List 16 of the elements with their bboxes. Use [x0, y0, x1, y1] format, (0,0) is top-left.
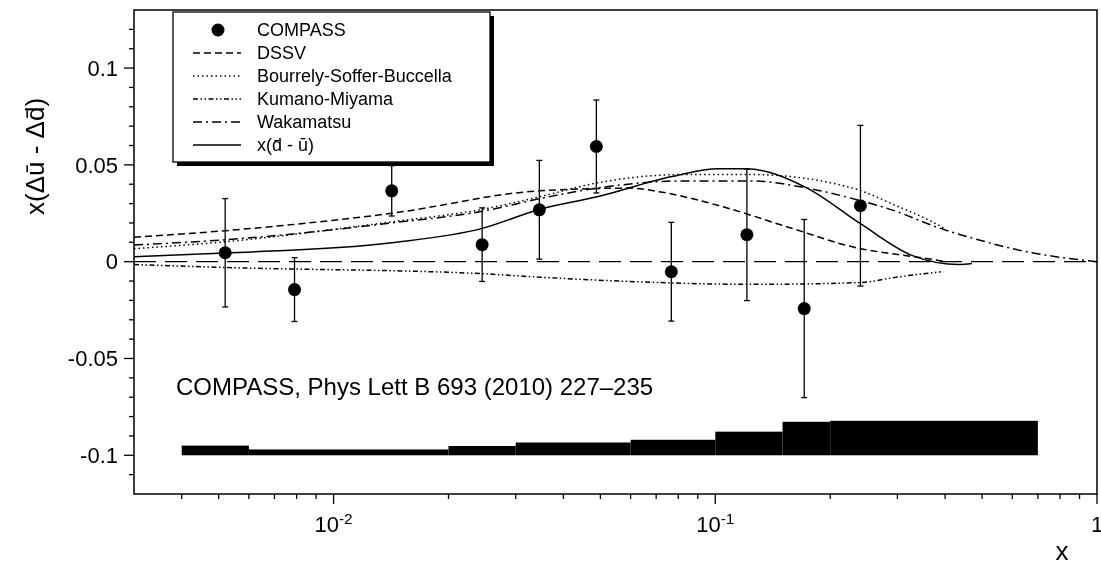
legend-label: Kumano-Miyama	[257, 89, 395, 110]
y-tick-label: -0.05	[67, 346, 118, 372]
legend-label: DSSV	[257, 43, 307, 64]
y-tick-label: 0.1	[87, 55, 118, 81]
legend-label: x(d̄ - ū)	[257, 135, 315, 156]
y-axis-title: x(Δū - Δd̄)	[20, 97, 50, 216]
annotation: COMPASS, Phys Lett B 693 (2010) 227–235	[176, 373, 654, 400]
y-tick-label: -0.1	[80, 442, 118, 468]
x-tick-label: 10$^{-2}$	[314, 509, 353, 537]
legend-label: Wakamatsu	[257, 112, 352, 133]
legend-label: Bourrely-Soffer-Buccella	[257, 66, 453, 87]
y-tick-label: 0	[105, 249, 118, 275]
y-tick-label: 0.05	[75, 152, 118, 178]
legend-label: COMPASS	[257, 20, 346, 41]
x-axis-title: x	[1055, 536, 1069, 566]
x-tick-label: 10$^{-1}$	[696, 509, 735, 537]
